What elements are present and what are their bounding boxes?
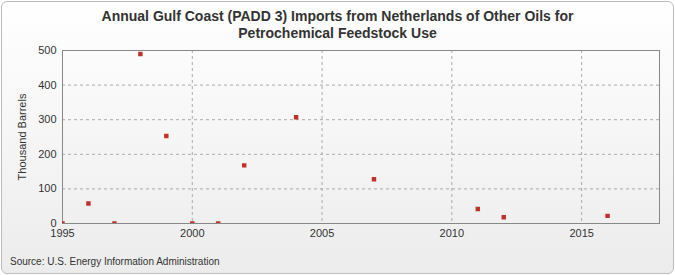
html-text:Annual Gulf Coast (PADD 3) Imp: Annual Gulf Coast (PADD 3) Imports from … bbox=[101, 8, 574, 41]
svg-text:100: 100 bbox=[38, 182, 56, 194]
svg-text:200: 200 bbox=[38, 148, 56, 160]
svg-text:400: 400 bbox=[38, 79, 56, 91]
svg-text:2010: 2010 bbox=[440, 227, 464, 239]
html-text:Source: U.S. Energy Informatio: Source: U.S. Energy Information Administ… bbox=[10, 256, 220, 267]
svg-text:2015: 2015 bbox=[569, 227, 593, 239]
svg-text:2000: 2000 bbox=[180, 227, 204, 239]
svg-text:0: 0 bbox=[50, 217, 57, 229]
svg-text:500: 500 bbox=[38, 44, 56, 56]
svg-text:300: 300 bbox=[38, 113, 56, 125]
svg-text:1995: 1995 bbox=[50, 227, 74, 239]
svg-text:Thousand Barrels: Thousand Barrels bbox=[16, 93, 28, 180]
svg-text:2005: 2005 bbox=[310, 227, 334, 239]
